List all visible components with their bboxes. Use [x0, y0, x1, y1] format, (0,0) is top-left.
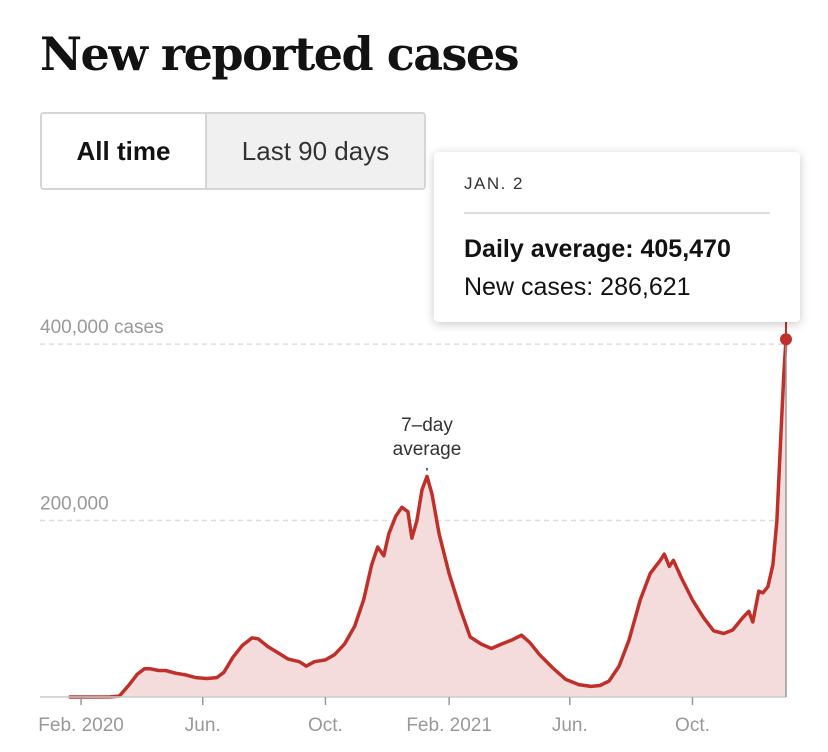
- tooltip-cases-label: New cases:: [464, 273, 594, 301]
- page-title: New reported cases: [40, 27, 520, 81]
- seven-day-average-line: [68, 337, 788, 699]
- x-tick-label: Jun.: [552, 715, 588, 736]
- tooltip-cases: New cases: 286,621: [464, 268, 770, 306]
- tooltip-average-label: Daily average:: [464, 235, 634, 263]
- tooltip-cases-value: 286,621: [600, 273, 691, 301]
- grid-lines: [40, 343, 786, 522]
- last-90-days-button[interactable]: Last 90 days: [205, 114, 424, 188]
- tooltip-average-value: 405,470: [640, 235, 731, 263]
- x-tick-label: Feb. 2021: [406, 715, 492, 736]
- tooltip-divider: [464, 212, 770, 214]
- x-tick-label: Jun.: [185, 715, 221, 736]
- x-tick-label: Oct.: [308, 715, 343, 736]
- annotation: 7–day average: [393, 415, 462, 471]
- x-axis-ticks: Feb. 2020 Jun. Oct. Feb. 2021 Jun. Oct.: [38, 697, 710, 736]
- y-tick-label: 200,000: [40, 494, 109, 515]
- tooltip-date: JAN. 2: [464, 174, 525, 193]
- y-axis-ticks: 200,000 400,000 cases: [40, 317, 164, 514]
- cases-area: [70, 339, 786, 697]
- x-tick-label: Feb. 2020: [38, 715, 124, 736]
- tooltip-average: Daily average: 405,470: [464, 230, 770, 268]
- tooltip: JAN. 2 Daily average: 405,470 New cases:…: [434, 152, 800, 322]
- time-range-toggle: All time Last 90 days: [40, 112, 426, 190]
- annotation-text-line2: average: [393, 439, 462, 460]
- annotation-text-line1: 7–day: [401, 415, 453, 436]
- y-tick-label: 400,000 cases: [40, 317, 164, 338]
- highlight-point[interactable]: [780, 333, 792, 346]
- x-tick-label: Oct.: [675, 715, 710, 736]
- all-time-button[interactable]: All time: [42, 114, 205, 188]
